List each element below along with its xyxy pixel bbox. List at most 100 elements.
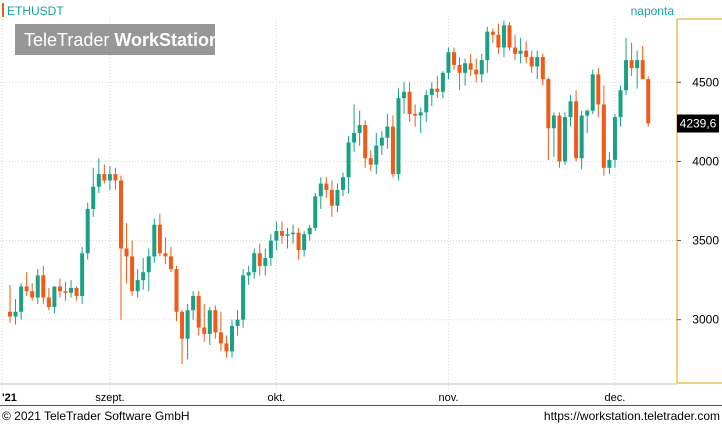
candle-body (69, 288, 74, 293)
candle (368, 150, 373, 171)
candle-body (407, 91, 412, 114)
candle (341, 172, 345, 197)
candle-body (174, 269, 179, 312)
candle (513, 34, 518, 61)
candle-body (579, 115, 584, 159)
candle (196, 291, 201, 336)
candle-body (218, 332, 223, 344)
candle (452, 47, 456, 70)
candle (407, 82, 412, 122)
candle (296, 227, 301, 260)
footer-url[interactable]: https://workstation.teletrader.com (543, 409, 720, 423)
candle (74, 286, 79, 301)
candle (379, 131, 384, 156)
last-price-box (677, 114, 719, 133)
last-price-tag: 4239,6 (677, 114, 719, 133)
candle (646, 75, 651, 127)
candle (346, 136, 351, 194)
candle-body (590, 74, 595, 111)
candle (152, 218, 157, 263)
candle-body (102, 174, 107, 181)
interval-label: naponta (631, 4, 675, 18)
candle-body (141, 272, 146, 281)
candle (96, 158, 101, 194)
candle-body (96, 174, 101, 187)
candle-body (213, 310, 218, 333)
candle-body (596, 74, 601, 105)
candle (35, 269, 40, 304)
candle (563, 112, 567, 165)
candle-body (585, 110, 590, 116)
candle-body (35, 275, 40, 298)
candle-body (130, 256, 135, 292)
candle (601, 85, 606, 176)
candle (213, 305, 218, 339)
candle-body (235, 319, 240, 327)
price-axis[interactable]: 3000 3500 4000 4500 4239,6 (676, 18, 722, 384)
candle-body (252, 253, 257, 273)
candle (85, 202, 90, 260)
price-tick-label: 3500 (692, 234, 719, 248)
candle (218, 311, 223, 352)
candle (252, 248, 257, 279)
chart-background (0, 0, 722, 406)
candle-body (463, 63, 468, 73)
candle-body (385, 126, 390, 138)
candle-body (335, 189, 340, 206)
candle-body (440, 72, 445, 92)
candle-body (551, 115, 556, 129)
candle (490, 28, 495, 43)
candle-body (313, 196, 318, 228)
candle (424, 90, 429, 122)
candle-body (296, 232, 301, 251)
candle-body (291, 232, 296, 235)
price-axis-ticks: 3000 3500 4000 4500 (677, 75, 719, 327)
candle (19, 283, 24, 320)
candle-body (490, 31, 495, 35)
candle-body (85, 208, 90, 254)
candle (146, 248, 151, 292)
candle-body (396, 98, 401, 175)
candle (446, 47, 451, 80)
candle (363, 120, 368, 168)
candle-body (379, 137, 384, 146)
candle-body (557, 115, 562, 162)
candle (113, 167, 118, 190)
candle (440, 71, 445, 99)
candle (102, 164, 107, 184)
candle (124, 223, 129, 284)
candle-body (635, 60, 640, 69)
price-chart[interactable]: ETHUSDT naponta TeleTrader WorkStation 3… (0, 0, 722, 406)
candle (8, 284, 12, 323)
candle-body (157, 224, 162, 254)
candle (435, 75, 440, 99)
candle-body (63, 291, 68, 293)
candle-body (429, 88, 434, 95)
candle (313, 193, 318, 232)
candle (535, 50, 540, 80)
candle (374, 132, 379, 175)
candle-body (307, 227, 312, 235)
candle (413, 104, 418, 127)
candle-body (501, 25, 506, 48)
candle-body (452, 52, 456, 65)
candle-body (196, 295, 201, 328)
candle (579, 110, 584, 170)
candle-body (168, 256, 173, 270)
candle (463, 58, 468, 86)
candle-body (368, 158, 373, 165)
candle (241, 269, 246, 328)
watermark-box (15, 24, 215, 55)
candle-body (485, 31, 490, 61)
candle (385, 113, 390, 149)
candle-body (540, 56, 545, 80)
candle (596, 68, 601, 118)
candle (540, 53, 545, 86)
candle-body (146, 256, 151, 273)
candle (590, 69, 595, 114)
candle (329, 180, 334, 217)
candle-body (268, 240, 273, 258)
candle-body (479, 60, 484, 75)
candle (168, 246, 173, 273)
candle-body (357, 125, 362, 133)
